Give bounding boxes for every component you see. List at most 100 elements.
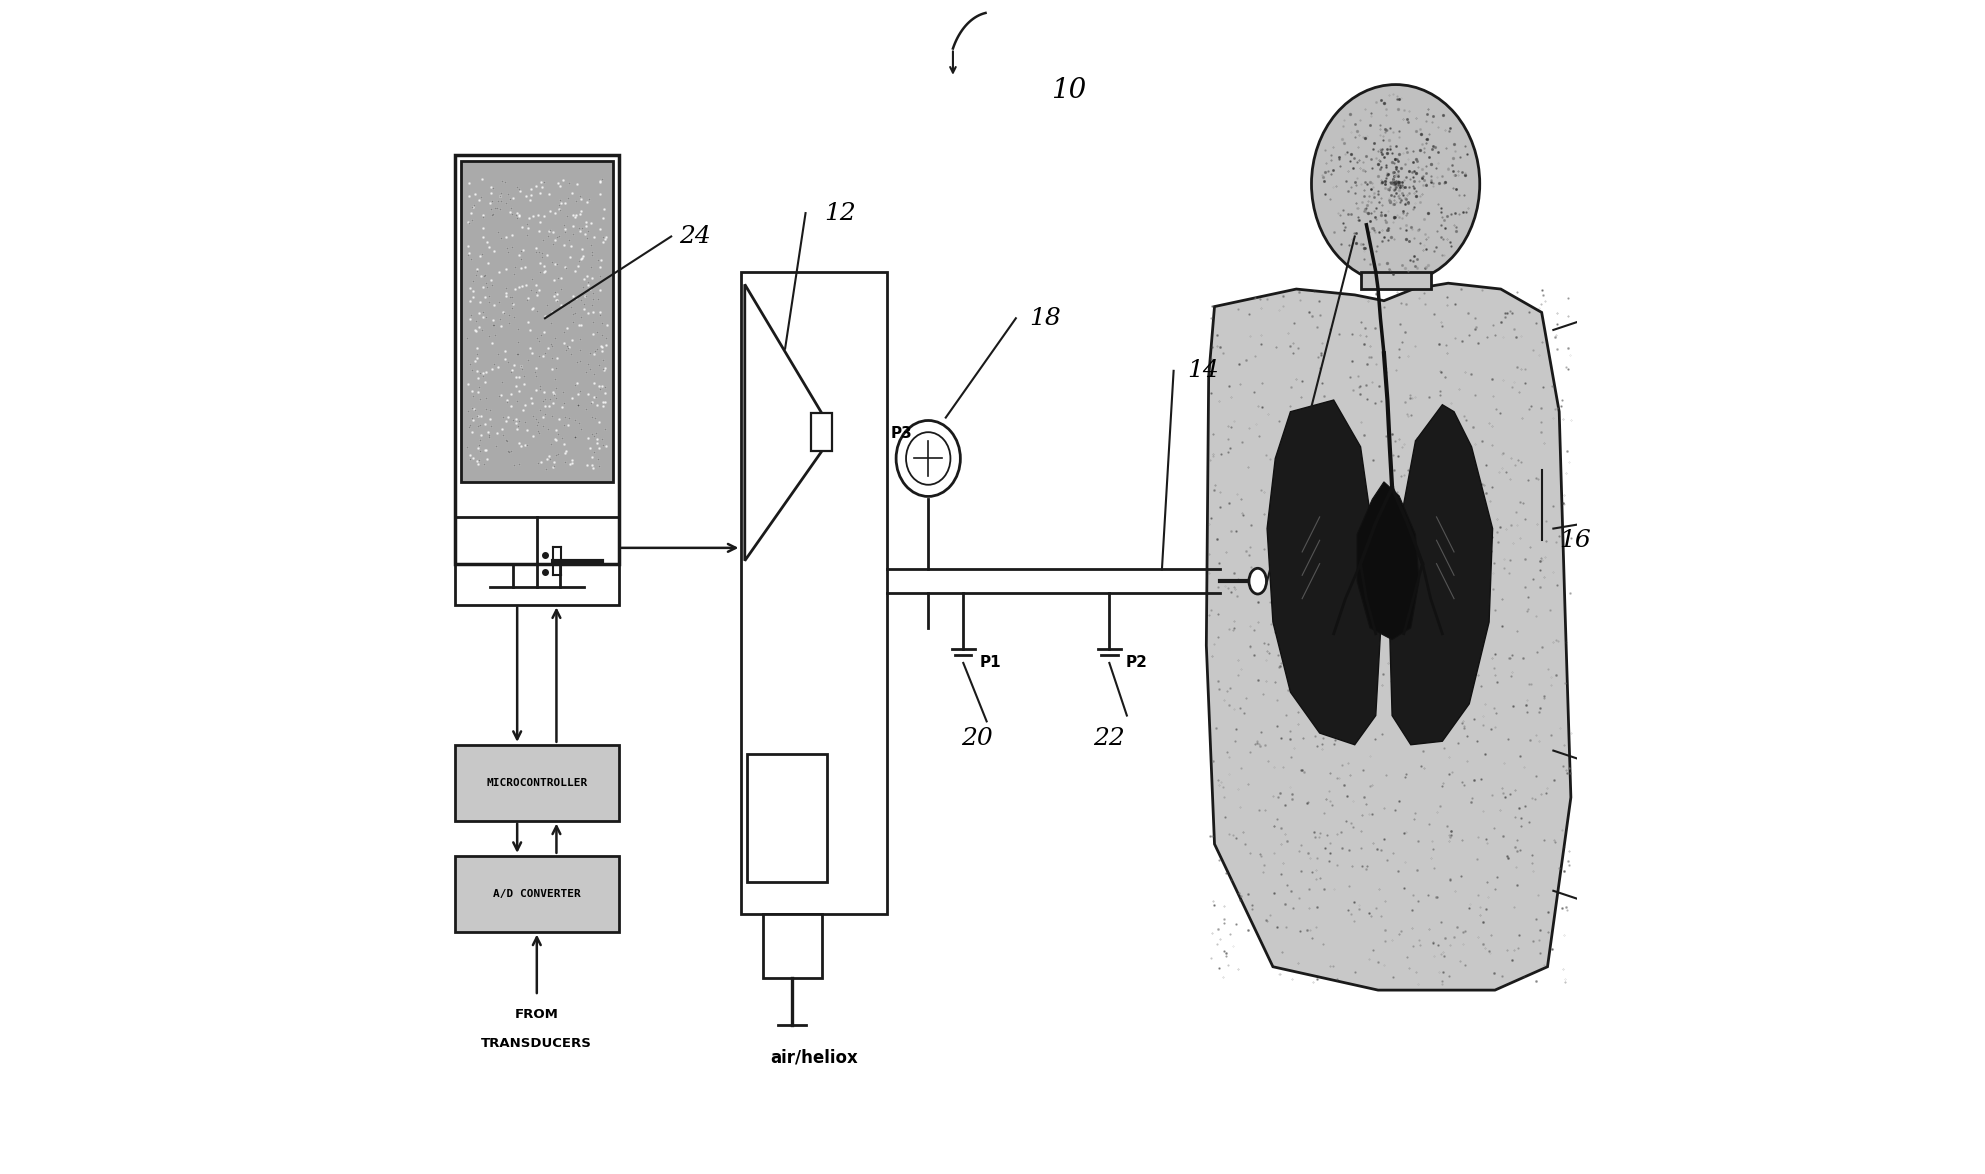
Point [453,417,484,436]
Point [560,289,592,308]
Point [560,191,592,210]
Point [468,366,500,385]
Point [494,443,526,461]
Point [484,309,516,328]
Point [536,359,568,378]
Point [550,453,582,472]
Point [590,228,621,247]
Point [461,406,492,425]
Point [528,173,560,191]
Point [455,250,486,269]
Point [502,382,534,400]
Point [498,308,530,326]
Point [512,351,544,370]
Point [508,258,540,277]
Point [548,216,580,235]
Point [520,177,552,196]
Point [584,305,615,324]
Point [588,359,619,378]
Point [588,359,619,378]
Point [528,348,560,366]
Point [548,393,580,412]
Point [566,202,597,221]
Point [516,270,548,289]
Point [486,372,518,391]
Point [578,324,609,343]
Point [492,313,524,332]
Point [490,431,522,450]
Point [453,237,484,256]
Text: P3: P3 [891,426,913,441]
Point [536,252,568,271]
Point [490,283,522,302]
Point [518,299,550,318]
Point [568,269,599,288]
Point [472,427,504,446]
Point [584,379,615,398]
Point [560,427,592,446]
Point [455,309,486,328]
Point [572,272,603,291]
Point [524,212,556,231]
Point [472,326,504,345]
Point [564,251,595,270]
Point [455,355,486,373]
Point [461,406,492,425]
Point [500,391,532,410]
Point [498,308,530,326]
Point [556,344,588,363]
Point [498,264,530,283]
Point [570,363,601,382]
Point [500,205,532,224]
Point [482,345,514,364]
Point [484,193,516,211]
Point [530,296,562,315]
Point [586,315,617,333]
Point [484,184,516,203]
Point [534,450,566,468]
Point [466,321,498,339]
Point [548,323,580,342]
Point [524,380,556,399]
Point [463,454,494,473]
Point [528,405,560,424]
Point [506,359,538,378]
Point [566,420,597,439]
Point [546,382,578,400]
Point [516,180,548,198]
Point [494,189,526,208]
Point [476,178,508,197]
Point [526,243,558,262]
Point [457,198,488,217]
Point [498,456,530,474]
Point [586,377,617,396]
Point [522,205,554,224]
Point [534,335,566,353]
Point [556,224,588,243]
Point [582,450,613,468]
Text: MICROCONTROLLER: MICROCONTROLLER [486,777,588,788]
Point [576,257,607,276]
Point [486,171,518,190]
Point [474,410,506,429]
Point [522,424,554,443]
Point [578,426,609,445]
Point [455,305,486,324]
Point [564,218,595,237]
Point [463,417,494,436]
Point [466,169,498,188]
Point [461,349,492,367]
Point [540,349,572,367]
Point [453,438,484,457]
Point [554,409,586,427]
Point [512,225,544,244]
Point [572,429,603,447]
Point [544,195,576,214]
Point [453,375,484,393]
Point [576,407,607,426]
Point [466,228,498,247]
Point [526,248,558,266]
Point [564,222,595,241]
Point [508,241,540,259]
Point [510,215,542,234]
